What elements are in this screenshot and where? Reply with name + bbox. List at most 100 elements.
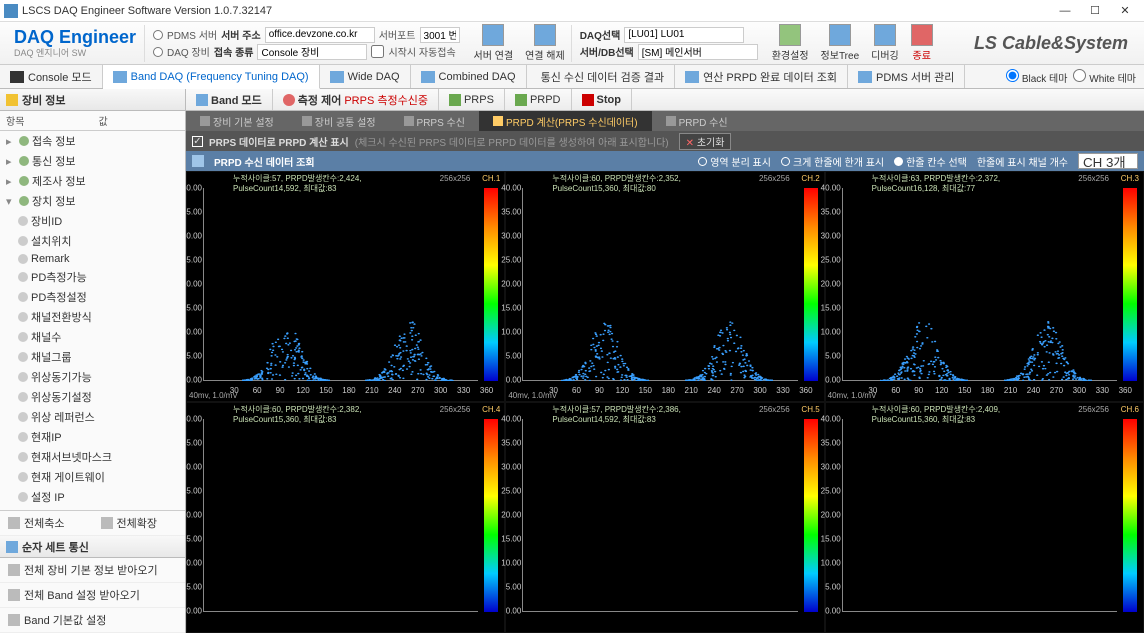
app-logo: DAQ Engineer xyxy=(6,27,144,48)
tree-leaf[interactable]: 채널그룹 xyxy=(0,347,185,367)
calc-hint: (체크시 수신된 PRPS 데이터로 PRPD 데이터를 생성하여 아래 표시합… xyxy=(355,134,669,149)
prpd-chart: 누적사이클:57, PRPD발생칸수:2,424,PulseCount14,59… xyxy=(186,171,505,402)
sidebar: 장비 정보 항목값 ▸ 접속 정보▸ 통신 정보▸ 제조사 정보▾ 장치 정보 … xyxy=(0,89,186,633)
tree-button[interactable]: 정보Tree xyxy=(815,22,866,64)
color-scale xyxy=(484,188,498,381)
max-button[interactable]: ☐ xyxy=(1080,1,1110,21)
pdms-label: PDMS 서버 xyxy=(167,27,217,42)
tree-leaf[interactable]: 채널전환방식 xyxy=(0,307,185,327)
daq-label: DAQ 장비 xyxy=(167,44,210,59)
chart-grid: 누적사이클:57, PRPD발생칸수:2,424,PulseCount14,59… xyxy=(186,171,1144,633)
tab-band[interactable]: Band DAQ (Frequency Tuning DAQ) xyxy=(103,65,320,89)
mode-button[interactable]: Band 모드 xyxy=(186,89,273,110)
subtab-prpdcalc[interactable]: PRPD 계산(PRPS 수신데이터) xyxy=(479,111,652,131)
tab-wide[interactable]: Wide DAQ xyxy=(320,65,411,88)
tab-console[interactable]: Console 모드 xyxy=(0,65,103,88)
addr-input[interactable] xyxy=(265,27,375,43)
subtab-prpsrx[interactable]: PRPS 수신 xyxy=(390,111,479,131)
theme-white[interactable] xyxy=(1073,69,1086,82)
auto-label: 시작시 자동접속 xyxy=(388,44,455,59)
opt-title: PRPD 수신 데이터 조회 xyxy=(214,154,315,169)
subtab-common[interactable]: 장비 공통 설정 xyxy=(288,111,390,131)
close-button[interactable]: ✕ xyxy=(1110,1,1140,21)
fetch-all-button[interactable]: 전체 장비 기본 정보 받아오기 xyxy=(0,558,185,583)
dbsel-combo[interactable] xyxy=(638,44,758,60)
auto-check[interactable] xyxy=(371,45,384,58)
band-default-button[interactable]: Band 기본값 설정 xyxy=(0,608,185,633)
col-name: 항목 xyxy=(0,111,93,130)
titlebar: LSCS DAQ Engineer Software Version 1.0.7… xyxy=(0,0,1144,22)
tree-node[interactable]: ▾ 장치 정보 xyxy=(0,191,185,211)
tree-leaf[interactable]: 채널수 xyxy=(0,327,185,347)
opt-split[interactable]: 영역 분리 표시 xyxy=(698,154,771,169)
tree-leaf[interactable]: Remark xyxy=(0,251,185,267)
tree-leaf[interactable]: 현재IP xyxy=(0,427,185,447)
color-scale xyxy=(1123,188,1137,381)
addr-label: 서버 주소 xyxy=(221,27,261,42)
prpd-chart: 누적사이클:63, PRPD발생칸수:2,372,PulseCount16,12… xyxy=(825,171,1144,402)
opt-cols[interactable]: 한줄 칸수 선택 xyxy=(894,154,967,169)
col-value: 값 xyxy=(93,111,186,130)
daqsel-label: DAQ선택 xyxy=(580,27,621,42)
tree-leaf[interactable]: 장비ID xyxy=(0,211,185,231)
subtab-prpdrx[interactable]: PRPD 수신 xyxy=(652,111,742,131)
pdms-radio[interactable] xyxy=(153,30,163,40)
option-header: PRPD 수신 데이터 조회 영역 분리 표시 크게 한줄에 한개 표시 한줄 … xyxy=(186,151,1144,171)
prpd-button[interactable]: PRPD xyxy=(505,89,572,110)
theme-black[interactable] xyxy=(1006,69,1019,82)
device-tree[interactable]: ▸ 접속 정보▸ 통신 정보▸ 제조사 정보▾ 장치 정보 장비ID 설치위치 … xyxy=(0,131,185,510)
brand-logo: LS Cable&System xyxy=(974,33,1138,54)
daqsel-combo[interactable] xyxy=(624,27,744,43)
sidebar-header: 장비 정보 xyxy=(0,89,185,111)
expand-button[interactable]: 전체확장 xyxy=(93,511,186,536)
app-icon xyxy=(4,4,18,18)
calc-label: PRPS 데이터로 PRPD 계산 표시 xyxy=(209,134,349,149)
subtab-basic[interactable]: 장비 기본 설정 xyxy=(186,111,288,131)
tree-leaf[interactable]: 위상동기가능 xyxy=(0,367,185,387)
tree-leaf[interactable]: 현재서브넷마스크 xyxy=(0,447,185,467)
tree-leaf[interactable]: 현재 게이트웨이 xyxy=(0,467,185,487)
daq-radio[interactable] xyxy=(153,47,163,57)
server-disconnect-button[interactable]: 연결 해제 xyxy=(519,22,571,64)
exit-button[interactable]: 종료 xyxy=(905,22,939,64)
tab-prpd[interactable]: 연산 PRPD 완료 데이터 조회 xyxy=(675,65,848,88)
tree-node[interactable]: ▸ 통신 정보 xyxy=(0,151,185,171)
ctrl-button[interactable]: 측정 제어 PRPS 측정수신중 xyxy=(273,89,439,110)
prpd-chart: 누적사이클:60, PRPD발생칸수:2,382,PulseCount15,36… xyxy=(186,402,505,633)
tree-leaf[interactable]: PD측정설정 xyxy=(0,287,185,307)
fetch-band-button[interactable]: 전체 Band 설정 받아오기 xyxy=(0,583,185,608)
env-button[interactable]: 환경설정 xyxy=(766,22,815,64)
port-input[interactable] xyxy=(420,27,460,43)
opt-large[interactable]: 크게 한줄에 한개 표시 xyxy=(781,154,884,169)
sub-tabs: 장비 기본 설정 장비 공통 설정 PRPS 수신 PRPD 계산(PRPS 수… xyxy=(186,111,1144,131)
conn-input[interactable] xyxy=(257,44,367,60)
debug-button[interactable]: 디버깅 xyxy=(865,22,905,64)
channel-count-combo[interactable] xyxy=(1078,153,1138,169)
tree-node[interactable]: ▸ 접속 정보 xyxy=(0,131,185,151)
grid-icon xyxy=(6,541,18,553)
prpd-chart: 누적사이클:60, PRPD발생칸수:2,352,PulseCount15,36… xyxy=(505,171,824,402)
window-title: LSCS DAQ Engineer Software Version 1.0.7… xyxy=(22,5,272,17)
tree-leaf[interactable]: 위상동기설정 xyxy=(0,387,185,407)
reset-button[interactable]: ✕ 초기화 xyxy=(679,133,732,150)
prps-button[interactable]: PRPS xyxy=(439,89,505,110)
tab-combined[interactable]: Combined DAQ xyxy=(411,65,527,88)
port-label: 서버포트 xyxy=(379,27,416,42)
server-connect-button[interactable]: 서버 연결 xyxy=(468,22,520,64)
tree-leaf[interactable]: 설정 IP xyxy=(0,487,185,507)
min-button[interactable]: ― xyxy=(1050,1,1080,21)
opt-count-label: 한줄에 표시 채널 개수 xyxy=(977,154,1068,169)
collapse-button[interactable]: 전체축소 xyxy=(0,511,93,536)
calc-check[interactable]: ✓ xyxy=(192,136,203,147)
prpd-chart: 누적사이클:60, PRPD발생칸수:2,409,PulseCount15,36… xyxy=(825,402,1144,633)
tab-rx[interactable]: 통신 수신 데이터 검증 결과 xyxy=(527,65,676,88)
color-scale xyxy=(1123,419,1137,612)
tree-leaf[interactable]: 설치위치 xyxy=(0,231,185,251)
tab-pdms[interactable]: PDMS 서버 관리 xyxy=(848,65,965,88)
tree-leaf[interactable]: PD측정가능 xyxy=(0,267,185,287)
main-tabs: Console 모드 Band DAQ (Frequency Tuning DA… xyxy=(0,65,1144,89)
tree-leaf[interactable]: 위상 레퍼런스 xyxy=(0,407,185,427)
stop-button[interactable]: Stop xyxy=(572,89,632,110)
color-scale xyxy=(484,419,498,612)
tree-node[interactable]: ▸ 제조사 정보 xyxy=(0,171,185,191)
